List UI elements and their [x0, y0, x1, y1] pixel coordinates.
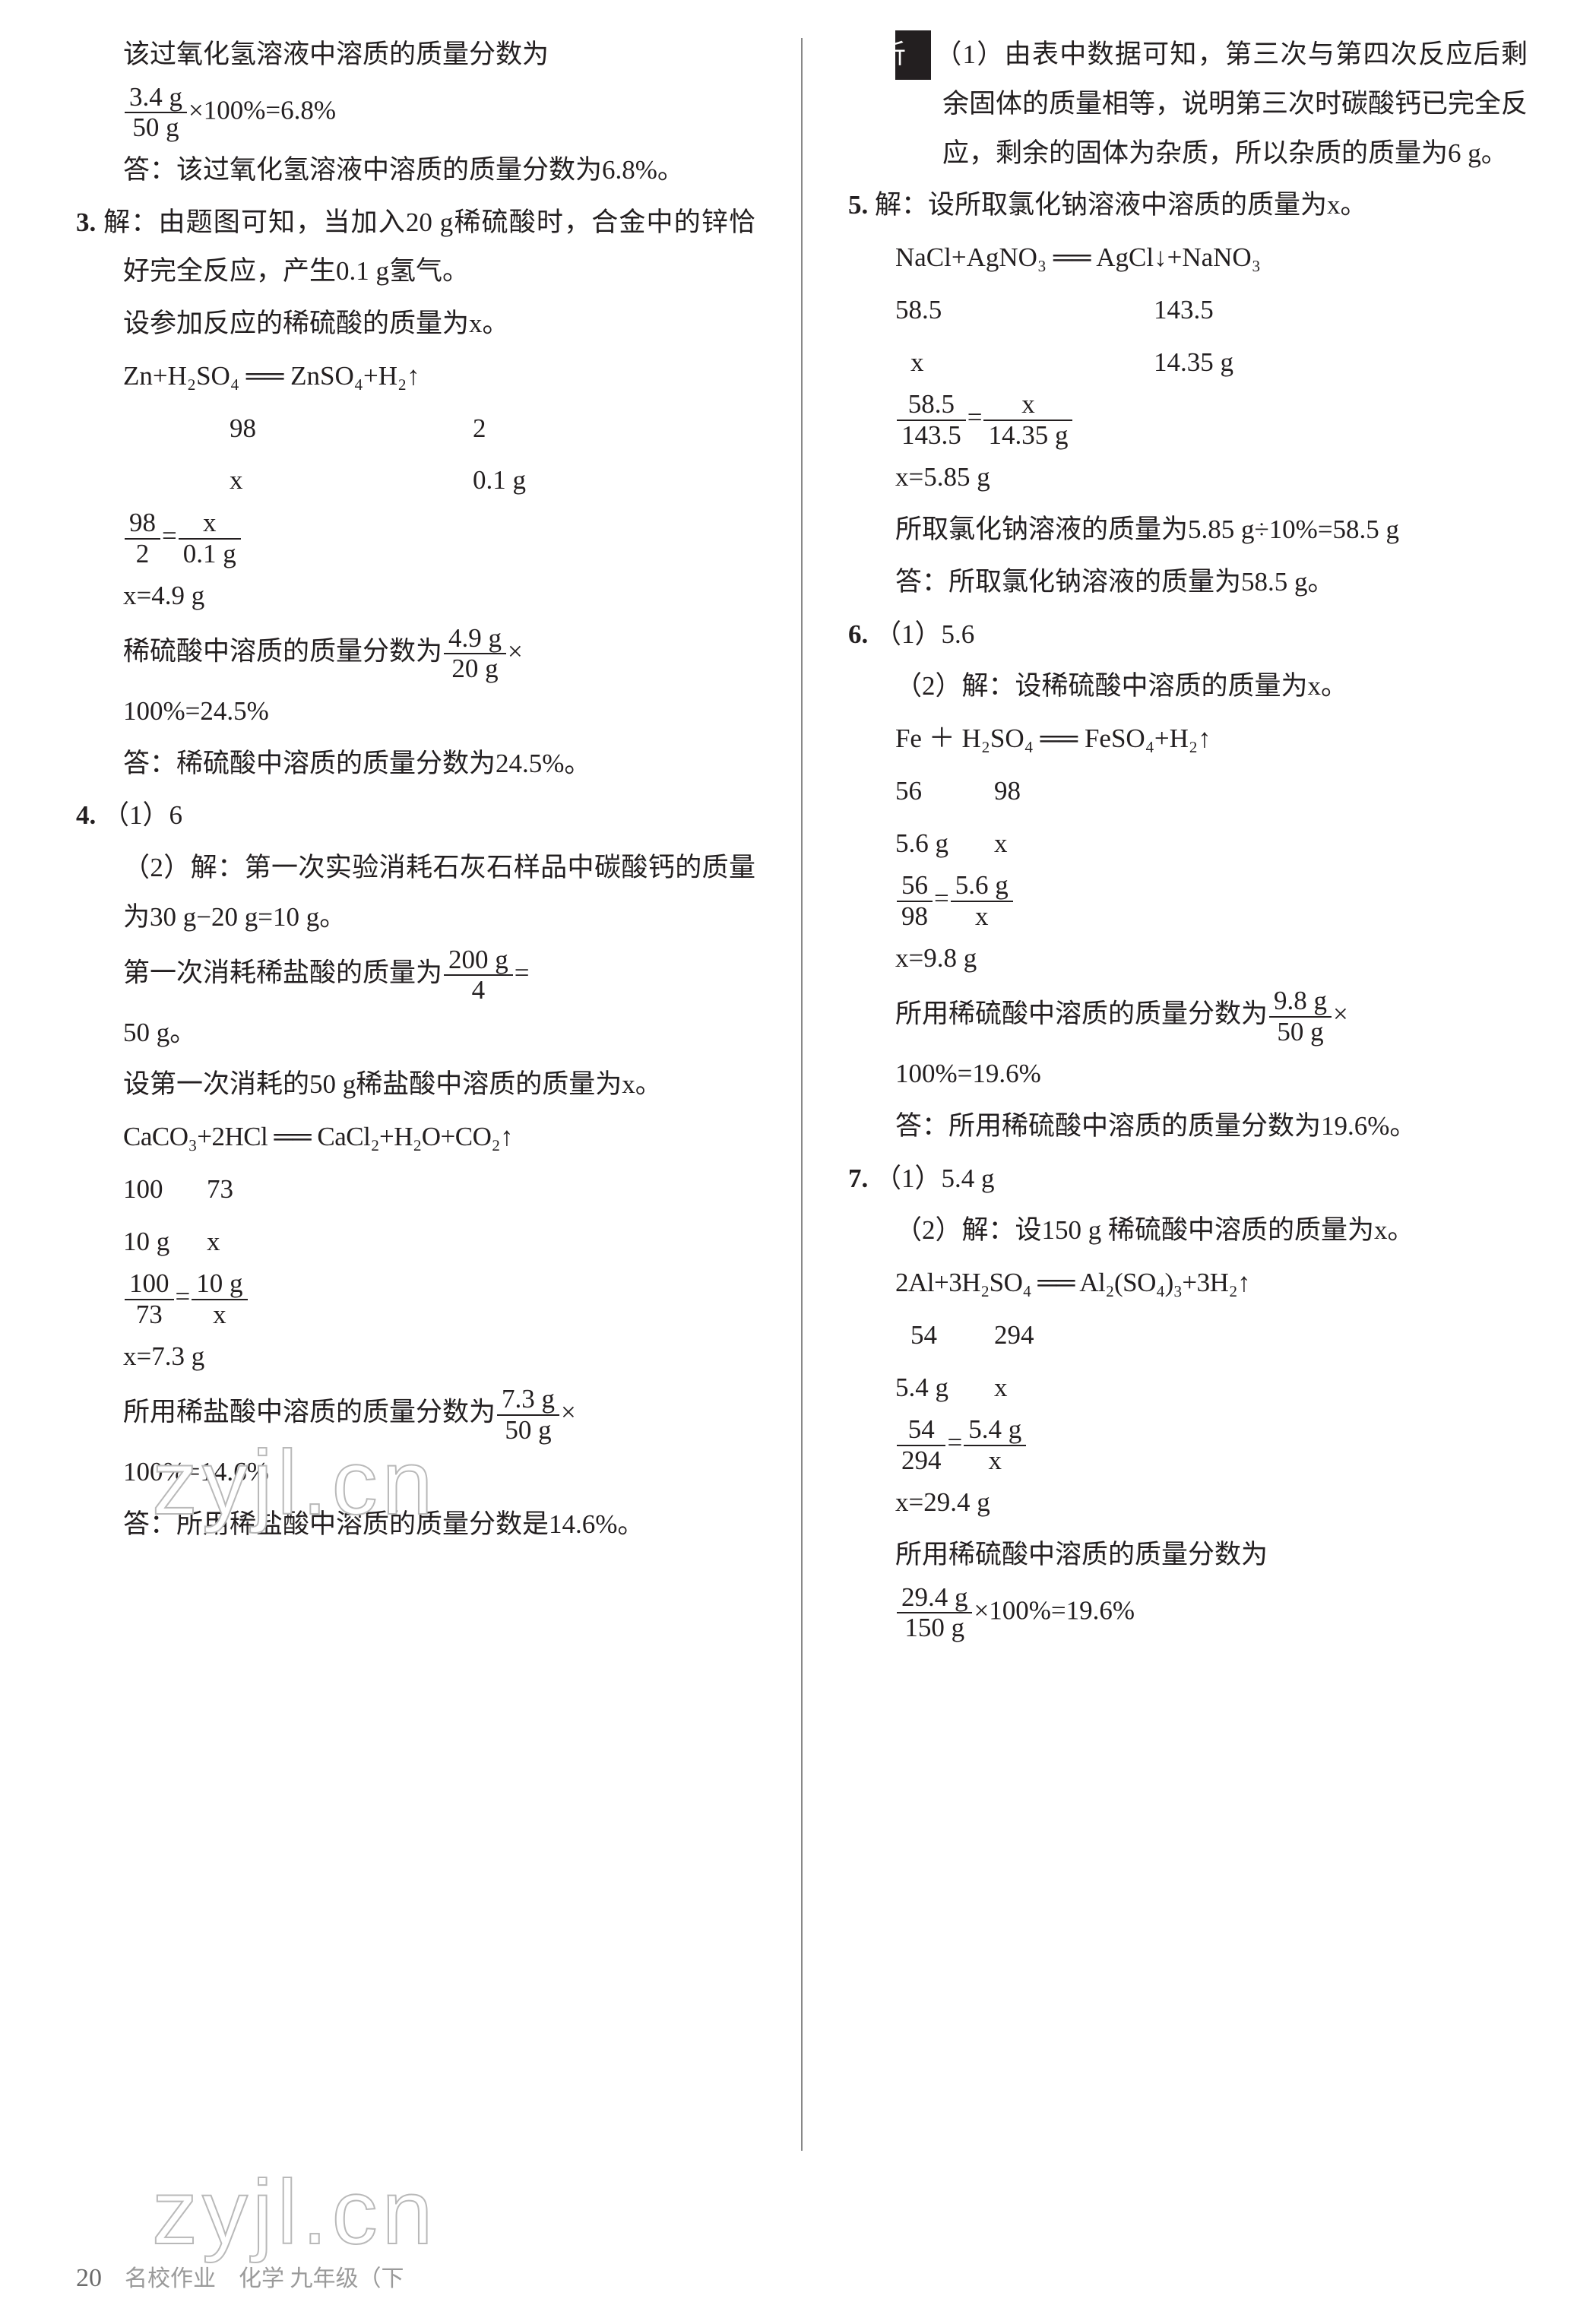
stoich-row: x14.35 g [848, 338, 1528, 388]
chem-equation: NaCl+AgNO₃ ══ AgCl↓+NaNO₃ [848, 233, 1528, 283]
text: 该过氧化氢溶液中溶质的质量分数为 [76, 30, 755, 80]
column-divider [801, 38, 803, 2151]
text: 稀硫酸中溶质的质量分数为4.9 g20 g× [76, 624, 755, 684]
page-number: 20 [76, 2255, 102, 2303]
stoich-row: 58.5143.5 [848, 286, 1528, 335]
equation-line: 3.4 g50 g×100%=6.8% [76, 83, 755, 143]
chem-equation: CaCO₃+2HCl ══ CaCl₂+H₂O+CO₂↑ [76, 1113, 755, 1162]
analysis-tag: 解析 [895, 30, 931, 80]
text: x=9.8 g [848, 934, 1528, 983]
stoich-row: 54294 [848, 1311, 1528, 1360]
text: （2）解：设稀硫酸中溶质的质量为x。 [848, 662, 1528, 711]
text: x=4.9 g [76, 572, 755, 621]
stoich-row: 10 gx [76, 1217, 755, 1267]
text: 所取氯化钠溶液的质量为5.85 g÷10%=58.5 g [848, 505, 1528, 555]
fraction-equation: 58.5143.5=x14.35 g [848, 390, 1528, 450]
text: （2）解：设150 g 稀硫酸中溶质的质量为x。 [848, 1206, 1528, 1255]
fraction-equation: 10073=10 gx [76, 1269, 755, 1329]
fraction-equation: 54294=5.4 gx [848, 1415, 1528, 1475]
stoich-row: x0.1 g [76, 456, 755, 505]
stoich-row: 10073 [76, 1165, 755, 1214]
answer-text: 答：该过氧化氢溶液中溶质的质量分数为6.8%。 [76, 146, 755, 195]
text: （2）解：第一次实验消耗石灰石样品中碳酸钙的质量为30 g−20 g=10 g。 [76, 844, 755, 942]
answer-text: 答：所取氯化钠溶液的质量为58.5 g。 [848, 558, 1528, 607]
text: 100%=14.6% [76, 1448, 755, 1497]
fraction-equation: 982=x0.1 g [76, 508, 755, 568]
text: x=29.4 g [848, 1478, 1528, 1528]
text: 所用稀硫酸中溶质的质量分数为 [848, 1531, 1528, 1580]
question-7: 7. （1）5.4 g [895, 1154, 1528, 1204]
chem-equation: 2Al+3H₂SO₄ ══ Al₂(SO₄)₃+3H₂↑ [848, 1259, 1528, 1308]
fraction-equation: 5698=5.6 gx [848, 871, 1528, 931]
stoich-row: 982 [76, 404, 755, 454]
footer-title: 名校作业 化学 九年级（下 [125, 2258, 404, 2300]
question-6: 6. （1）5.6 [895, 610, 1528, 660]
text: 设参加反应的稀硫酸的质量为x。 [76, 299, 755, 349]
text: 所用稀硫酸中溶质的质量分数为9.8 g50 g× [848, 986, 1528, 1047]
stoich-row: 5698 [848, 767, 1528, 816]
stoich-row: 5.6 gx [848, 819, 1528, 869]
question-4: 4. （1）6 [123, 791, 755, 841]
question-5: 5. 解：设所取氯化钠溶液中溶质的质量为x。 [895, 181, 1528, 230]
text: 100%=24.5% [76, 687, 755, 736]
chem-equation: Fe ＋ H₂SO₄ ══ FeSO₄+H₂↑ [848, 714, 1528, 764]
text: 29.4 g150 g×100%=19.6% [848, 1583, 1528, 1643]
text: x=7.3 g [76, 1332, 755, 1382]
answer-text: 答：稀硫酸中溶质的质量分数为24.5%。 [76, 739, 755, 789]
text: 所用稀盐酸中溶质的质量分数为7.3 g50 g× [76, 1385, 755, 1445]
question-3: 3. 解：由题图可知，当加入20 g稀硫酸时，合金中的锌恰好完全反应，产生0.1… [123, 198, 755, 297]
chem-equation: Zn+H₂SO₄ ══ ZnSO₄+H₂↑ [76, 352, 755, 401]
text: 第一次消耗稀盐酸的质量为200 g4= [76, 945, 755, 1005]
text: 50 g。 [76, 1009, 755, 1058]
analysis-text: 解析（1）由表中数据可知，第三次与第四次反应后剩余固体的质量相等，说明第三次时碳… [895, 30, 1528, 178]
answer-text: 答：所用稀盐酸中溶质的质量分数是14.6%。 [76, 1500, 755, 1550]
right-column: 解析（1）由表中数据可知，第三次与第四次反应后剩余固体的质量相等，说明第三次时碳… [848, 30, 1528, 2204]
answer-text: 答：所用稀硫酸中溶质的质量分数为19.6%。 [848, 1102, 1528, 1151]
stoich-row: 5.4 gx [848, 1363, 1528, 1413]
page-footer: 20 名校作业 化学 九年级（下 [76, 2255, 404, 2303]
text: x=5.85 g [848, 453, 1528, 502]
text: 设第一次消耗的50 g稀盐酸中溶质的质量为x。 [76, 1060, 755, 1110]
text: 100%=19.6% [848, 1050, 1528, 1099]
left-column: 该过氧化氢溶液中溶质的质量分数为 3.4 g50 g×100%=6.8% 答：该… [76, 30, 755, 2204]
